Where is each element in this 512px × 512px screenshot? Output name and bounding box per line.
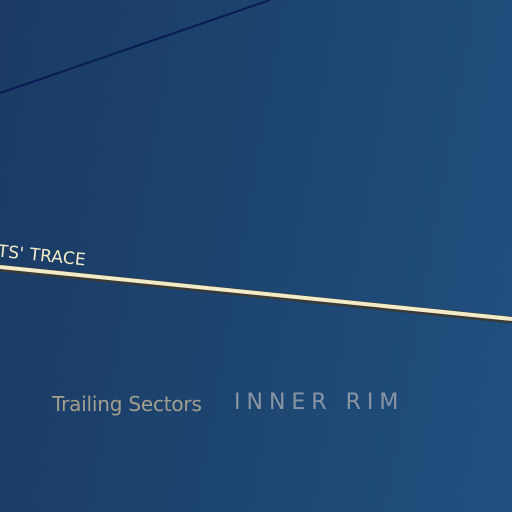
route-line[interactable] — [0, 265, 512, 321]
hyperlane-border-line — [0, 0, 271, 94]
region-label-inner-rim: INNER RIM — [234, 390, 405, 415]
region-label-trailing-sectors: Trailing Sectors — [52, 392, 202, 416]
